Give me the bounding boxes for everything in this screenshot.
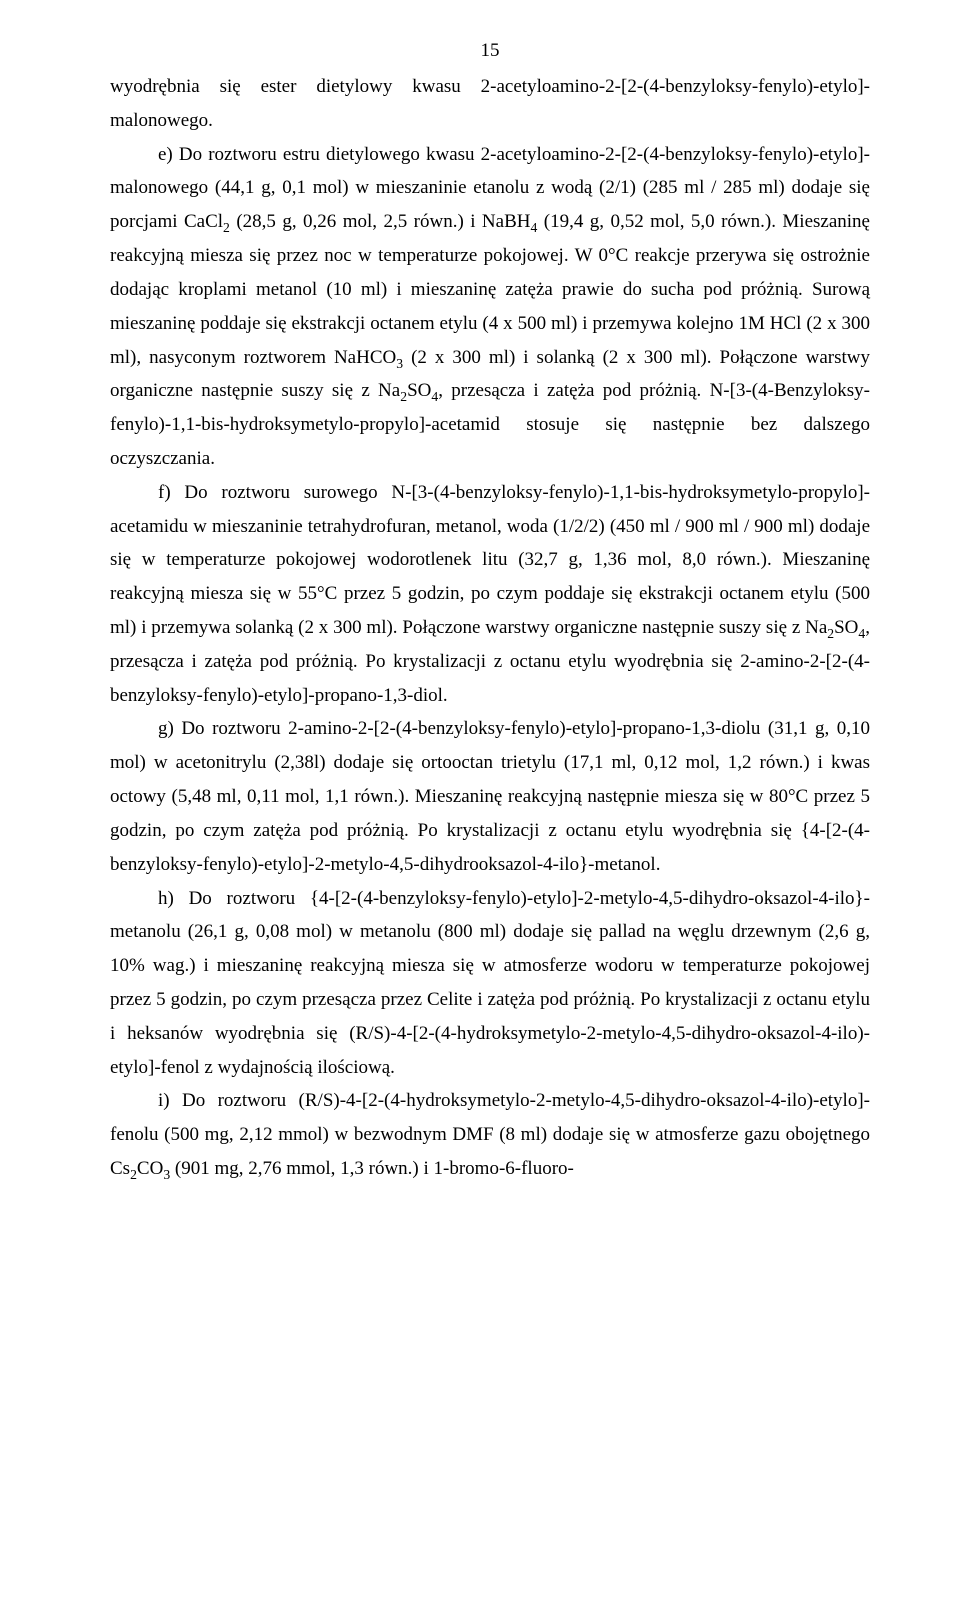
paragraph-2: e) Do roztworu estru dietylowego kwasu 2… [110,138,870,476]
body-text: (901 mg, 2,76 mmol, 1,3 równ.) i 1-bromo… [170,1158,574,1179]
paragraph-1: wyodrębnia się ester dietylowy kwasu 2-a… [110,70,870,138]
body-text: h) Do roztworu {4-[2-(4-benzyloksy-fenyl… [110,888,870,1078]
body-text: g) Do roztworu 2-amino-2-[2-(4-benzyloks… [110,718,870,874]
paragraph-4: g) Do roztworu 2-amino-2-[2-(4-benzyloks… [110,712,870,881]
paragraph-6: i) Do roztworu (R/S)-4-[2-(4-hydroksymet… [110,1084,870,1185]
body-text: (28,5 g, 0,26 mol, 2,5 równ.) i NaBH [230,211,531,232]
body-text: CO [137,1158,163,1179]
paragraph-5: h) Do roztworu {4-[2-(4-benzyloksy-fenyl… [110,882,870,1085]
subscript: 2 [130,1167,137,1182]
body-text: f) Do roztworu surowego N-[3-(4-benzylok… [110,482,870,638]
paragraph-3: f) Do roztworu surowego N-[3-(4-benzylok… [110,476,870,713]
body-text: wyodrębnia się ester dietylowy kwasu 2-a… [110,76,870,131]
document-page: 15 wyodrębnia się ester dietylowy kwasu … [0,0,960,1246]
subscript: 2 [223,220,230,235]
body-text: SO [834,617,858,638]
page-number: 15 [110,40,870,62]
body-text: SO [407,380,431,401]
